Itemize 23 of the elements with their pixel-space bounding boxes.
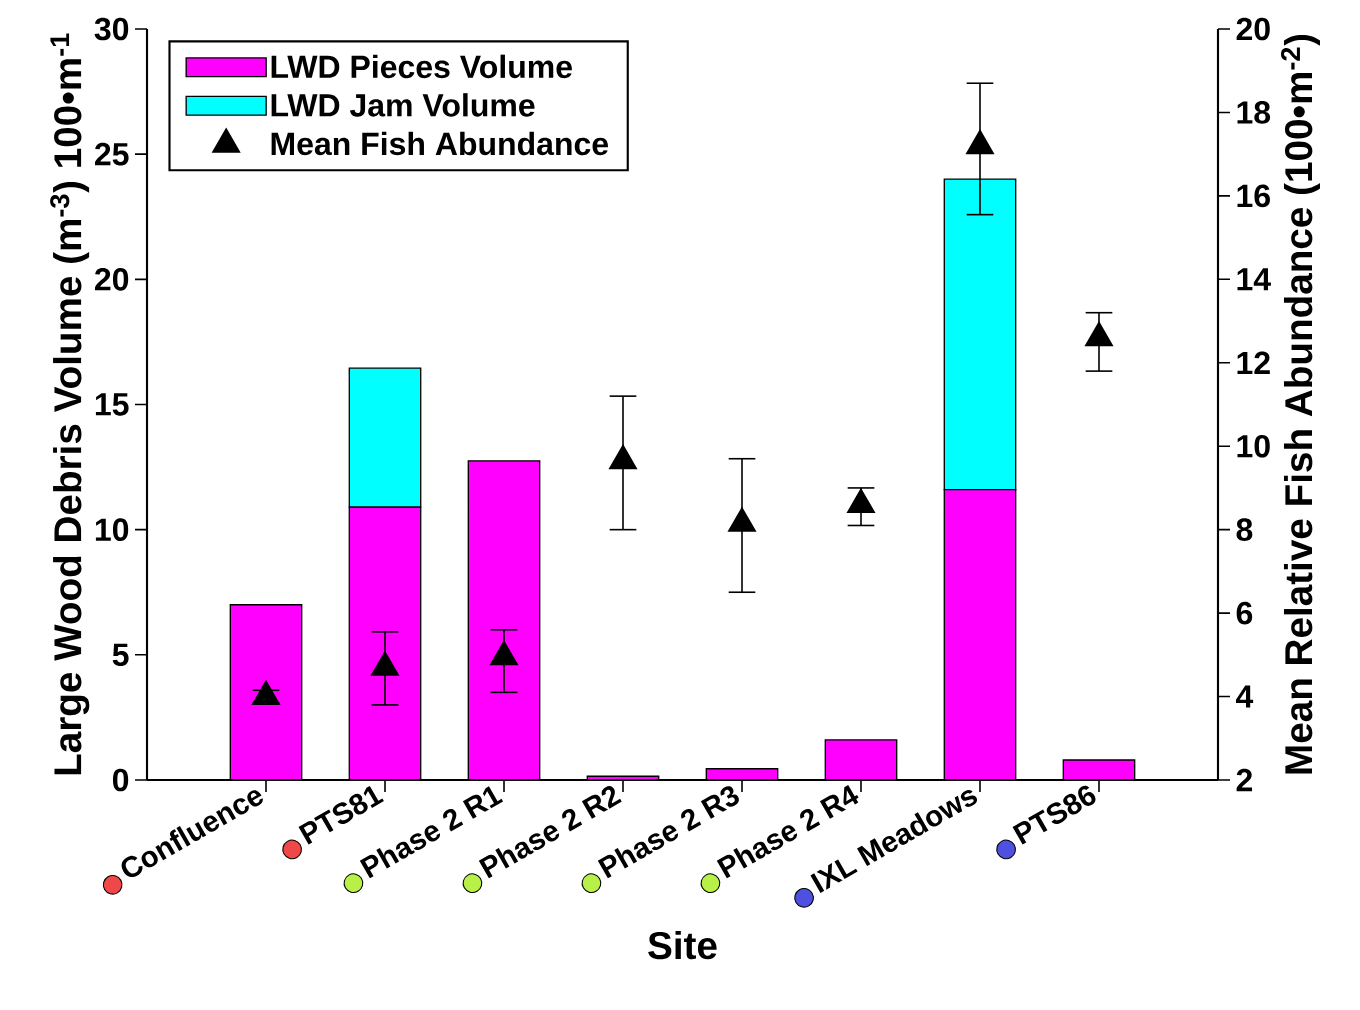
y-tick-label: 25 <box>95 142 129 166</box>
y-tick-label: 30 <box>94 17 129 41</box>
legend-label: Mean Fish Abundance <box>271 131 608 156</box>
y2-tick-label: 16 <box>1237 184 1270 208</box>
y-axis-title: Large Wood Debris Volume (m$^{-3}$) 100•m$^{-1}$ <box>50 33 90 775</box>
y2-tick-label: 10 <box>1237 434 1270 458</box>
y-tick-label: 5 <box>112 643 129 666</box>
y-tick-label: 20 <box>95 268 129 291</box>
legend-label: LWD Jam Volume <box>271 93 535 117</box>
y2-tick-label: 4 <box>1235 685 1254 708</box>
y2-tick-label: 8 <box>1236 518 1253 541</box>
y2-tick-label: 14 <box>1237 268 1271 291</box>
y2-tick-label: 18 <box>1237 101 1271 124</box>
y2-axis-title: Mean Relative Fish Abundance (100•m$^{-2}$) <box>1281 34 1321 774</box>
y2-tick-label: 12 <box>1237 351 1270 374</box>
x-axis-title: Site <box>648 930 717 960</box>
y-tick-label: 15 <box>95 393 129 416</box>
y2-tick-label: 20 <box>1236 17 1270 41</box>
y-tick-label: 0 <box>112 768 129 792</box>
y-tick-label: 10 <box>95 518 129 541</box>
legend-label: LWD Pieces Volume <box>271 54 572 79</box>
y2-tick-label: 6 <box>1236 601 1253 625</box>
y2-tick-label: 2 <box>1236 768 1253 792</box>
